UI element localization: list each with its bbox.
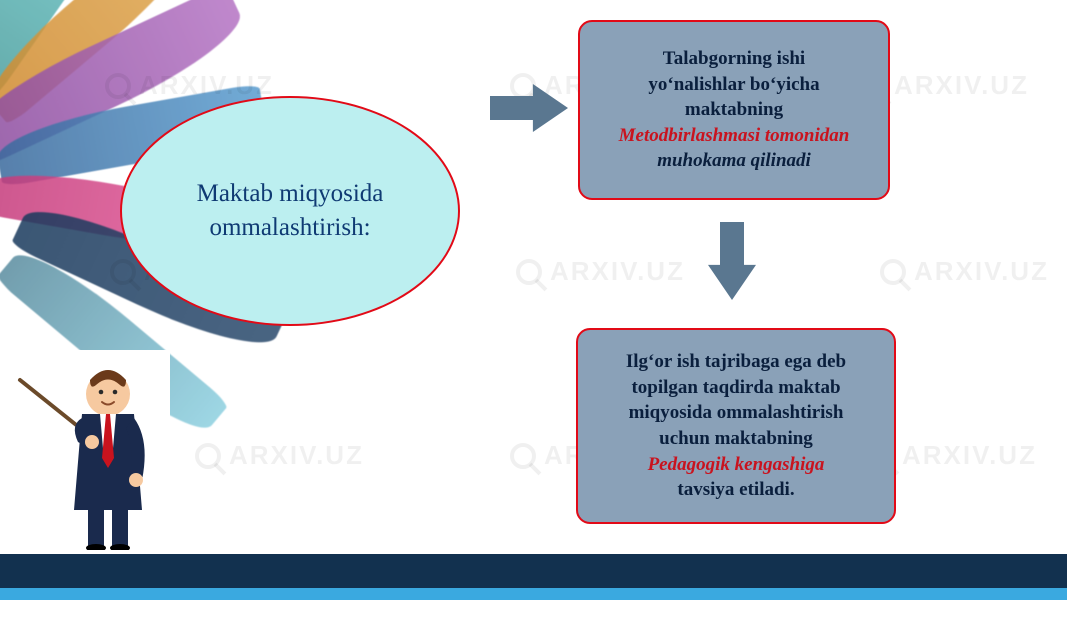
center-ellipse: Maktab miqyosida ommalashtirish:	[120, 96, 460, 326]
ellipse-title: Maktab miqyosida ommalashtirish	[197, 180, 384, 241]
arrow-down	[708, 222, 756, 300]
box-top: Talabgorning ishiyoʻnalishlar boʻyichama…	[578, 20, 890, 200]
box-bottom: Ilgʻor ish tajribaga ega debtopilgan taq…	[576, 328, 896, 524]
footer	[0, 554, 1067, 600]
ellipse-colon: :	[364, 214, 371, 241]
teacher-illustration	[0, 350, 170, 550]
arrow-right	[490, 84, 568, 132]
